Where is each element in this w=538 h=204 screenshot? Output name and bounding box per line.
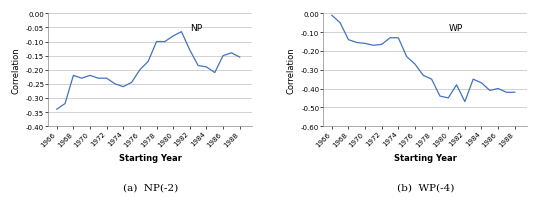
- X-axis label: Starting Year: Starting Year: [394, 153, 457, 162]
- Y-axis label: Correlation: Correlation: [287, 47, 295, 94]
- Text: (b)  WP(-4): (b) WP(-4): [397, 183, 454, 192]
- Text: NP: NP: [190, 24, 202, 33]
- Text: (a)  NP(-2): (a) NP(-2): [123, 183, 178, 192]
- X-axis label: Starting Year: Starting Year: [119, 153, 182, 162]
- Text: WP: WP: [448, 24, 463, 33]
- Y-axis label: Correlation: Correlation: [11, 47, 20, 94]
